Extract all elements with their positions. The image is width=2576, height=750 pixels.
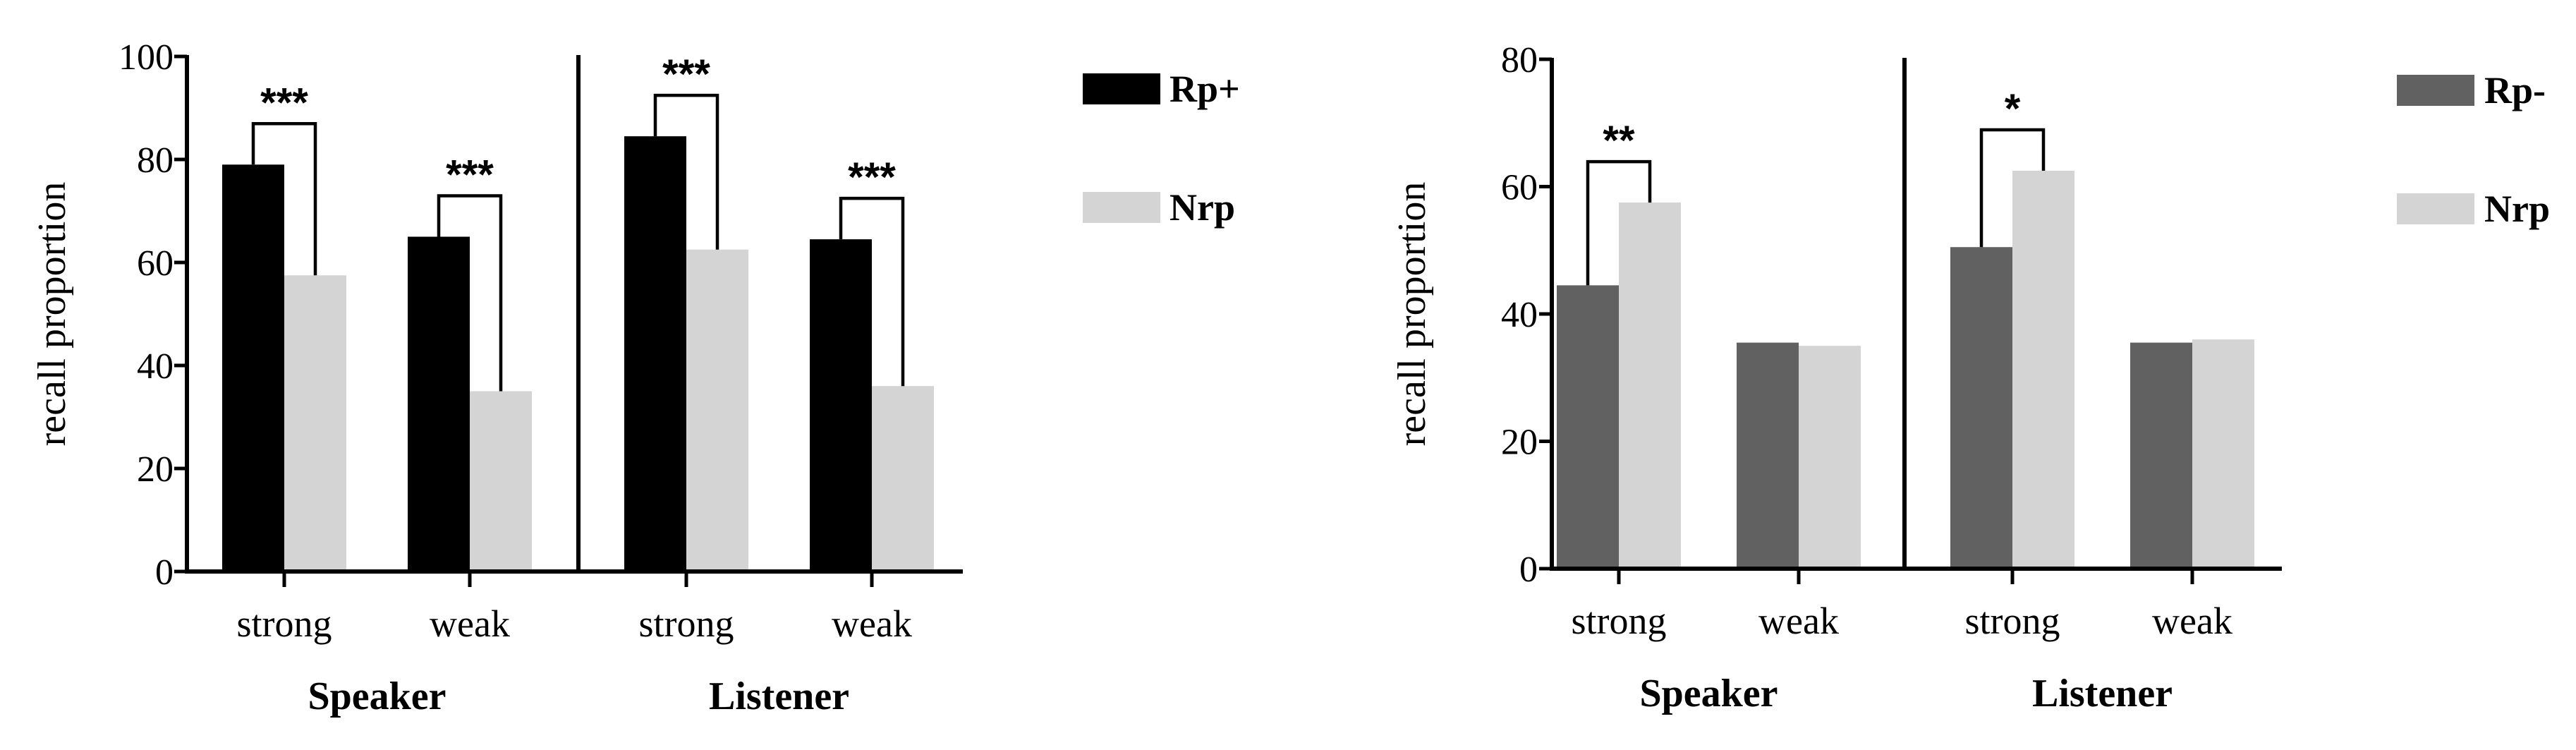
legend-label-nrp: Nrp [2484,188,2550,230]
legend-swatch-nrp [1083,192,1160,223]
bar-nrp-1 [1619,202,1681,569]
category-label: weak [430,603,510,645]
bar-nrp-2 [470,391,532,571]
legend-label-rp: Rp+ [1169,68,1240,110]
y-tick-label: 60 [137,243,174,284]
y-axis-title: recall proportion [30,182,74,447]
significance-bracket [839,196,905,387]
y-tick-label: 0 [155,552,174,593]
y-axis-title: recall proportion [1390,182,1434,447]
significance-bracket [437,194,503,392]
group-label-listener: Listener [709,675,849,718]
significance-bracket [653,93,719,250]
category-label: strong [237,603,332,645]
y-tick-label: 100 [119,37,174,78]
bar-rp-1 [1557,285,1619,569]
bar-nrp-1 [284,275,346,571]
category-label: strong [1965,600,2060,642]
bar-rp-1 [222,164,284,572]
significance-label: *** [446,152,494,198]
y-tick-label: 40 [1501,295,1538,335]
legend-swatch-rp [1083,73,1160,104]
significance-bracket [1979,128,2046,248]
bar-rp-3 [1950,247,2012,569]
legend-label-nrp: Nrp [1169,186,1235,229]
chart-2: 0 20 40 60 80 strong weak Speaker strong weak List… [1390,40,2550,715]
bar-rp-4 [810,239,872,571]
significance-label: ** [1603,118,1635,164]
group-label-speaker: Speaker [308,675,446,718]
significance-label: *** [662,52,710,97]
legend-swatch-nrp [2397,193,2474,224]
bar-rp-2 [1737,342,1799,569]
chart-1: 0 20 40 60 80 100 strong weak Speaker strong weak L… [30,37,1240,718]
legend-label-rp: Rp- [2484,69,2546,111]
category-label: weak [2152,600,2232,642]
category-label: weak [1758,600,1839,642]
group-label-speaker: Speaker [1640,672,1778,715]
category-label: weak [832,603,912,645]
bar-nrp-2 [1799,346,1861,569]
y-tick-label: 80 [1501,40,1538,80]
significance-label: *** [260,80,308,126]
bar-rp-3 [624,136,686,571]
bar-rp-4 [2130,342,2192,569]
bar-nrp-4 [2192,339,2254,569]
significance-label: * [2005,86,2021,132]
y-tick-label: 20 [1501,423,1538,463]
y-tick-label: 40 [137,346,174,387]
legend-swatch-rp [2397,75,2474,106]
bar-nrp-4 [872,386,934,571]
y-tick-label: 20 [137,449,174,490]
bar-nrp-3 [2012,170,2074,569]
bar-rp-2 [408,236,470,571]
category-label: strong [639,603,734,645]
y-tick-label: 60 [1501,168,1538,208]
y-tick-label: 0 [1519,550,1538,590]
category-label: strong [1572,600,1667,642]
significance-label: *** [848,155,896,200]
bar-nrp-3 [686,249,748,571]
group-label-listener: Listener [2032,672,2173,715]
y-tick-label: 80 [137,140,174,181]
significance-bracket [1586,159,1652,286]
significance-bracket [251,122,317,276]
